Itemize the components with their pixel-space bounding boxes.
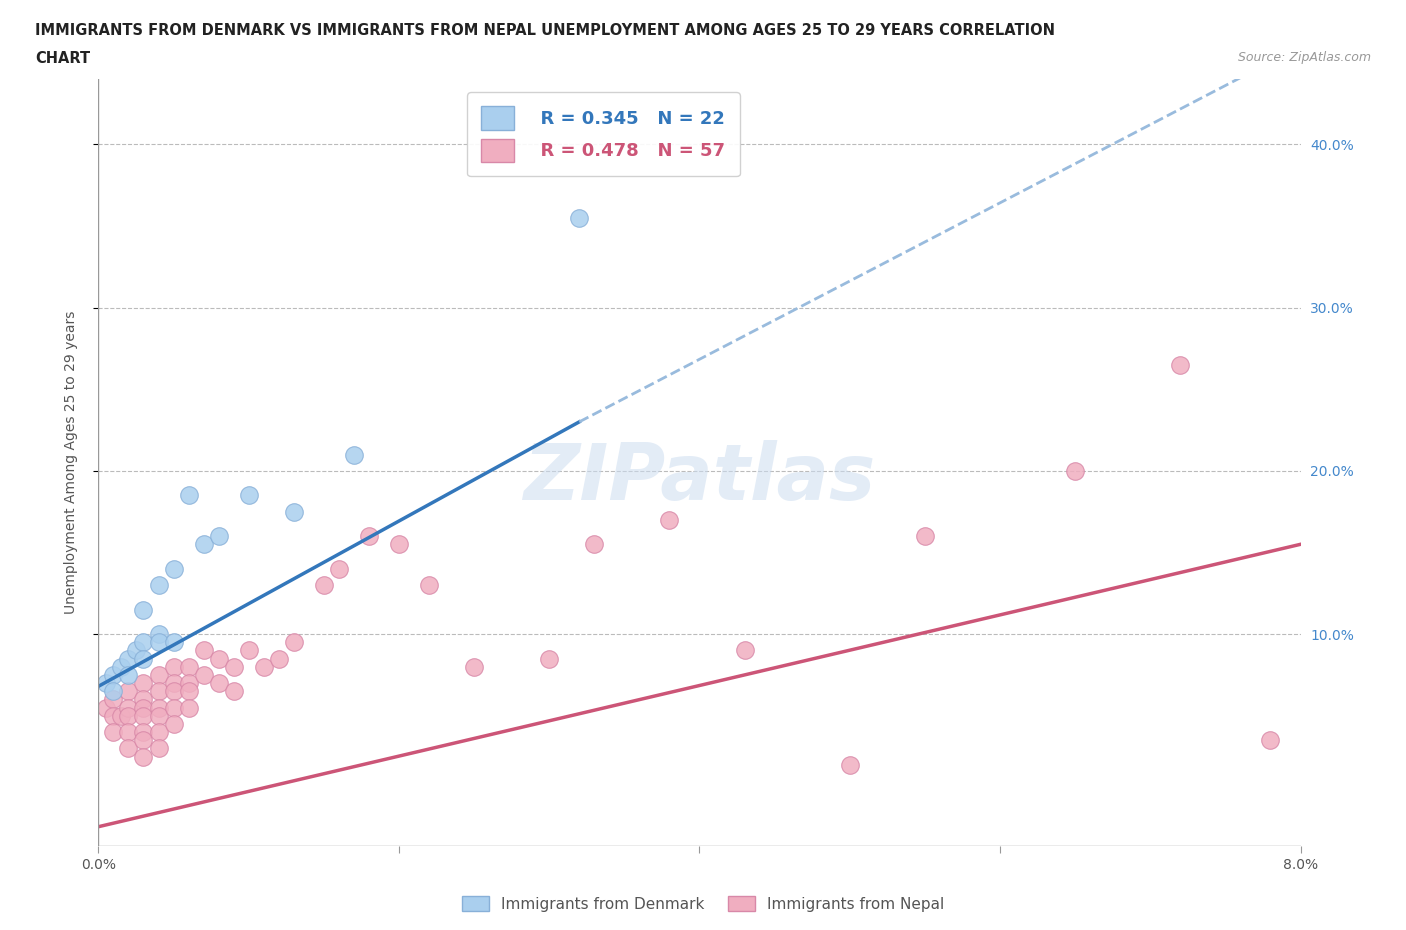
Point xyxy=(177,488,200,503)
Point xyxy=(103,668,125,683)
Point xyxy=(132,700,155,715)
Point xyxy=(177,700,200,715)
Point xyxy=(208,651,231,666)
Point xyxy=(132,733,155,748)
Point xyxy=(193,668,215,683)
Point xyxy=(267,651,290,666)
Point xyxy=(132,635,155,650)
Point xyxy=(103,684,125,698)
Text: ZIPatlas: ZIPatlas xyxy=(523,440,876,516)
Point xyxy=(162,659,184,674)
Point xyxy=(312,578,335,592)
Point xyxy=(94,675,117,690)
Point xyxy=(110,709,132,724)
Point xyxy=(103,692,125,707)
Point xyxy=(283,504,305,519)
Point xyxy=(568,210,591,225)
Point xyxy=(125,643,148,658)
Point xyxy=(110,659,132,674)
Point xyxy=(148,741,170,756)
Point xyxy=(94,700,117,715)
Text: IMMIGRANTS FROM DENMARK VS IMMIGRANTS FROM NEPAL UNEMPLOYMENT AMONG AGES 25 TO 2: IMMIGRANTS FROM DENMARK VS IMMIGRANTS FR… xyxy=(35,23,1054,38)
Point xyxy=(1064,463,1087,478)
Point xyxy=(132,651,155,666)
Point xyxy=(583,537,606,551)
Point xyxy=(162,635,184,650)
Point xyxy=(1168,357,1191,372)
Point xyxy=(193,643,215,658)
Point xyxy=(734,643,756,658)
Point xyxy=(148,724,170,739)
Point xyxy=(388,537,411,551)
Point xyxy=(132,692,155,707)
Point xyxy=(193,537,215,551)
Point xyxy=(117,724,139,739)
Point xyxy=(132,749,155,764)
Point xyxy=(238,488,260,503)
Legend:   R = 0.345   N = 22,   R = 0.478   N = 57: R = 0.345 N = 22, R = 0.478 N = 57 xyxy=(467,92,740,176)
Point xyxy=(148,700,170,715)
Point xyxy=(222,659,245,674)
Point xyxy=(658,512,681,527)
Point xyxy=(117,700,139,715)
Point xyxy=(148,627,170,642)
Point xyxy=(117,709,139,724)
Point xyxy=(222,684,245,698)
Point xyxy=(162,716,184,731)
Point xyxy=(208,528,231,543)
Point xyxy=(177,684,200,698)
Point xyxy=(132,709,155,724)
Point xyxy=(117,684,139,698)
Text: Source: ZipAtlas.com: Source: ZipAtlas.com xyxy=(1237,51,1371,64)
Point xyxy=(148,578,170,592)
Point xyxy=(117,741,139,756)
Point xyxy=(343,447,366,462)
Point xyxy=(253,659,276,674)
Point xyxy=(177,675,200,690)
Point xyxy=(357,528,380,543)
Point xyxy=(148,684,170,698)
Point xyxy=(162,562,184,577)
Point xyxy=(117,651,139,666)
Point xyxy=(418,578,440,592)
Point xyxy=(463,659,485,674)
Point xyxy=(148,635,170,650)
Point xyxy=(162,700,184,715)
Point xyxy=(103,709,125,724)
Point xyxy=(838,757,860,772)
Point xyxy=(914,528,936,543)
Point xyxy=(177,659,200,674)
Point xyxy=(148,668,170,683)
Point xyxy=(1260,733,1282,748)
Point xyxy=(132,602,155,617)
Point xyxy=(117,668,139,683)
Y-axis label: Unemployment Among Ages 25 to 29 years: Unemployment Among Ages 25 to 29 years xyxy=(63,311,77,615)
Point xyxy=(538,651,561,666)
Point xyxy=(132,675,155,690)
Point xyxy=(328,562,350,577)
Point xyxy=(132,724,155,739)
Point xyxy=(162,684,184,698)
Legend: Immigrants from Denmark, Immigrants from Nepal: Immigrants from Denmark, Immigrants from… xyxy=(456,889,950,918)
Point xyxy=(283,635,305,650)
Text: CHART: CHART xyxy=(35,51,90,66)
Point xyxy=(208,675,231,690)
Point xyxy=(103,724,125,739)
Point xyxy=(148,709,170,724)
Point xyxy=(238,643,260,658)
Point xyxy=(162,675,184,690)
